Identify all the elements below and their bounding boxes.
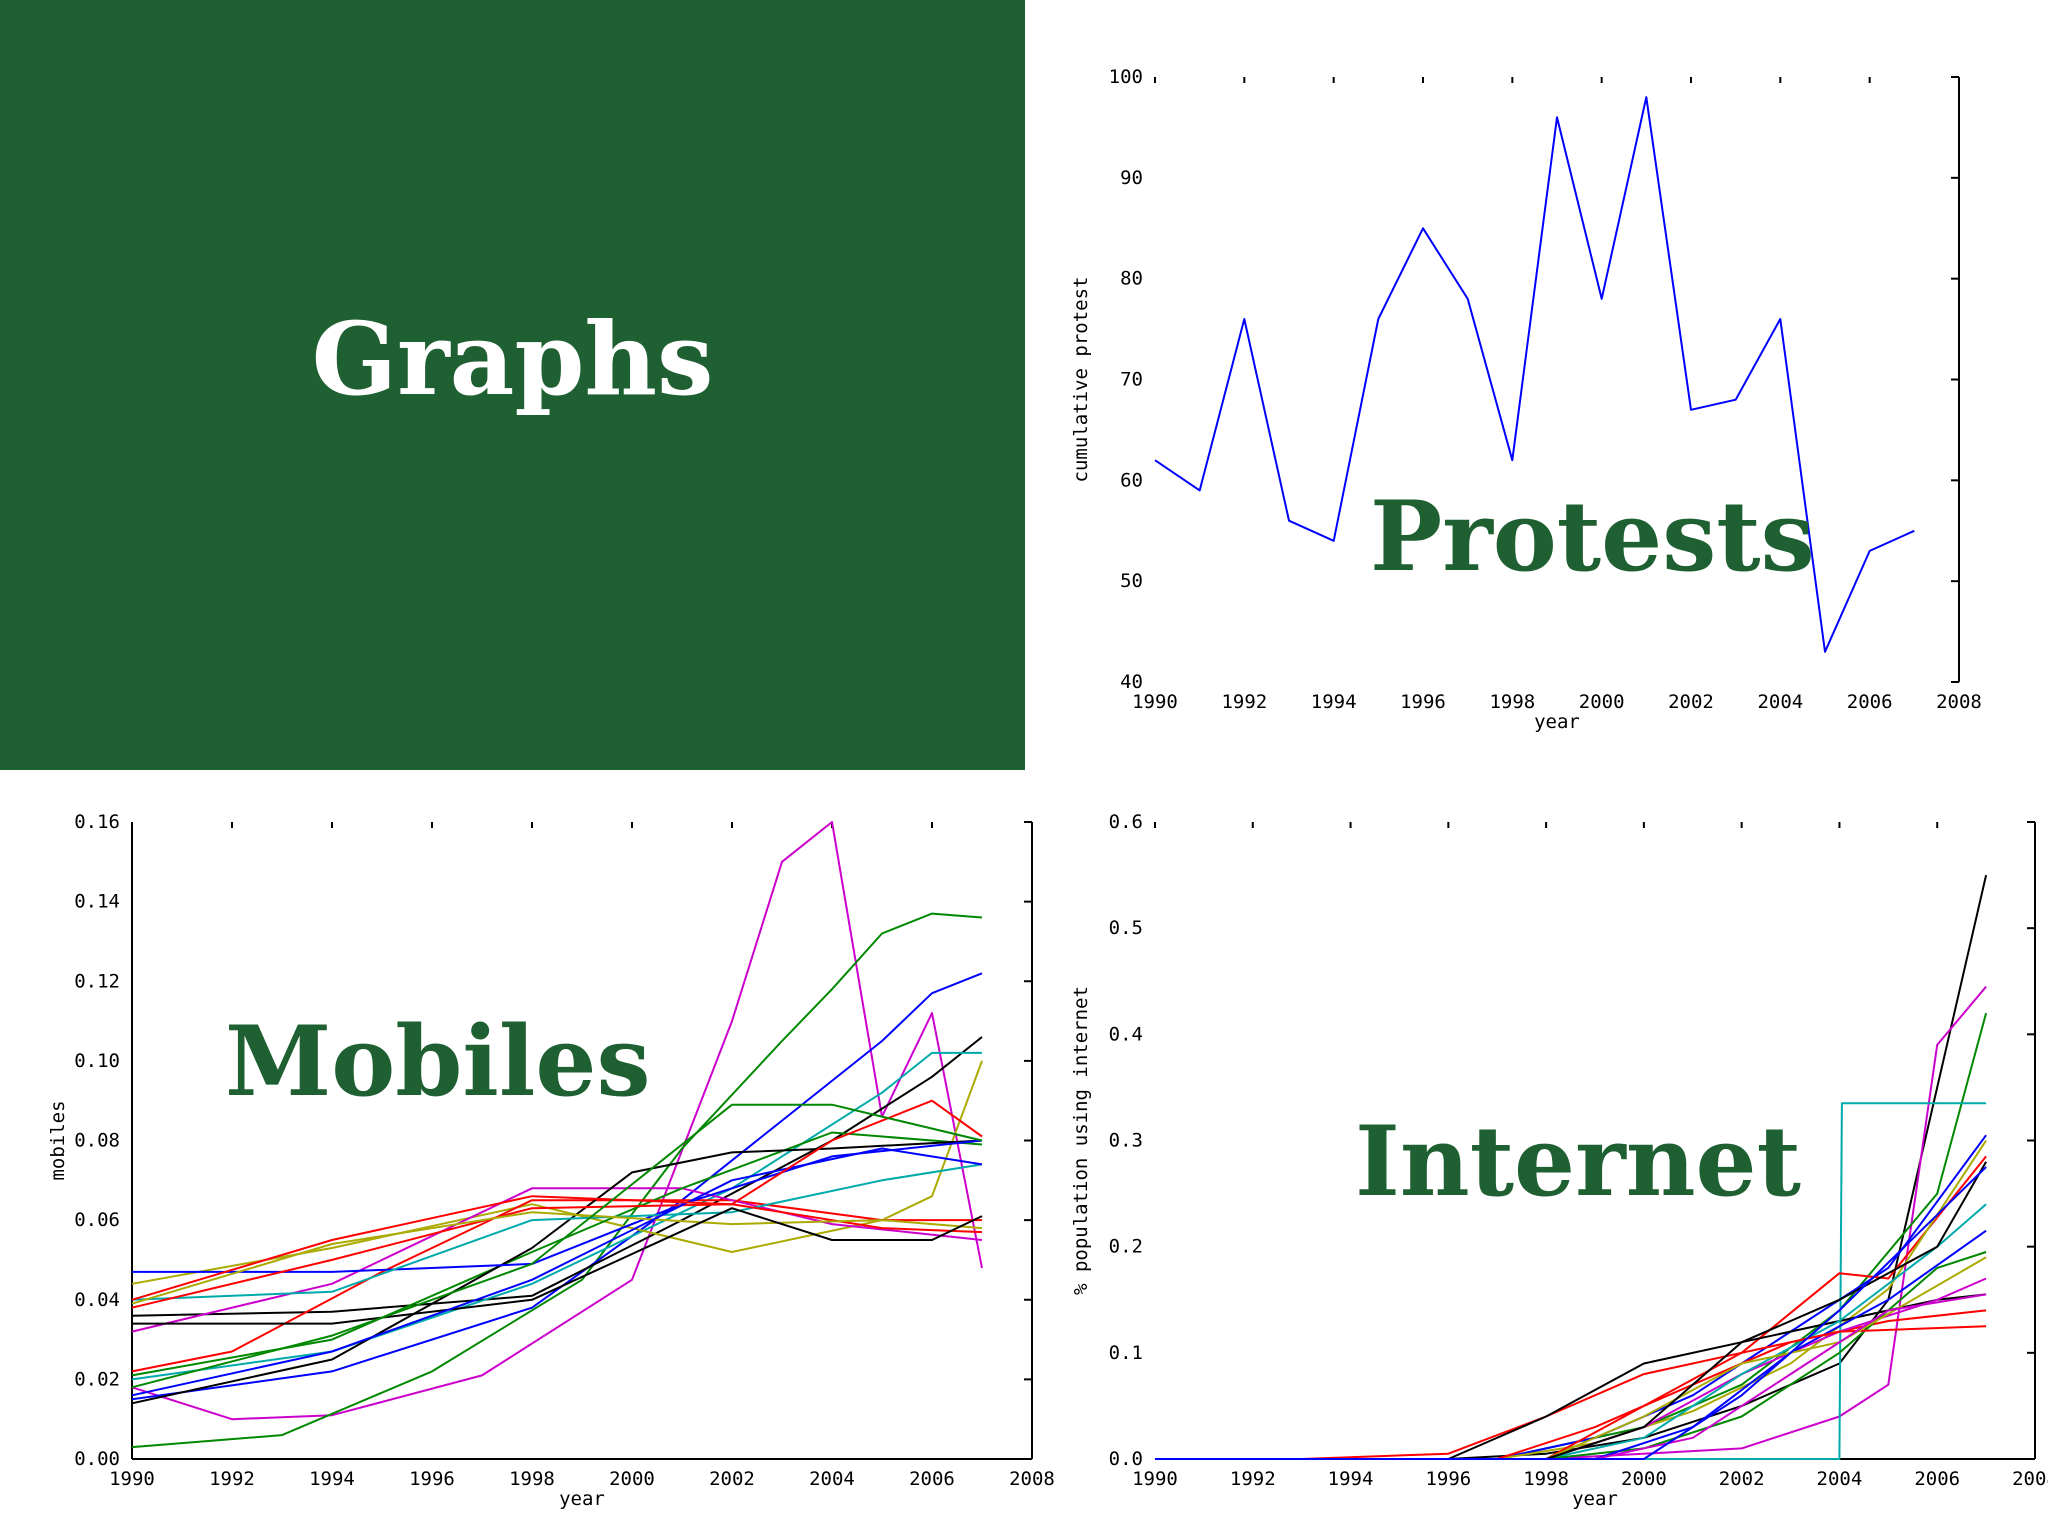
x-tick-label: 2004 <box>809 1468 855 1490</box>
mobiles-overlay-label: Mobiles <box>225 1005 651 1118</box>
y-tick-label: 0.4 <box>1109 1023 1143 1045</box>
mobiles-chart: 1990 1992 1994 1996 1998 2000 2002 2004 2006 2008… <box>47 811 1055 1510</box>
series-line-9 <box>1155 1277 1987 1460</box>
x-tick-label: 2004 <box>1817 1468 1863 1490</box>
y-tick-label: 50 <box>1120 570 1143 592</box>
y-tick-label: 0.04 <box>74 1289 120 1311</box>
internet-chart: 1990 1992 1994 1996 1998 2000 2002 2004 2006 2008… <box>1070 811 2048 1510</box>
x-tick-label: 2008 <box>2012 1468 2048 1490</box>
x-tick-label: 1994 <box>1328 1468 1374 1490</box>
x-axis-label: year <box>559 1488 605 1510</box>
x-tick-label: 2006 <box>909 1468 955 1490</box>
series-line-12 <box>131 1203 983 1309</box>
x-tick-label: 1998 <box>1489 691 1535 713</box>
x-tick-label: 1992 <box>209 1468 255 1490</box>
x-tick-label: 1990 <box>1132 691 1178 713</box>
x-tick-label: 1990 <box>109 1468 155 1490</box>
x-tick-label: 2006 <box>1847 691 1893 713</box>
y-tick-label: 0.14 <box>74 891 120 913</box>
y-tick-label: 90 <box>1120 167 1143 189</box>
x-tick-label: 2008 <box>1009 1468 1055 1490</box>
y-tick-label: 0.1 <box>1109 1342 1143 1364</box>
y-tick-label: 70 <box>1120 369 1143 391</box>
series-line-1 <box>131 912 983 1449</box>
y-tick-label: 0.16 <box>74 811 120 833</box>
series-line-13 <box>131 1211 983 1305</box>
protests-overlay-label: Protests <box>1370 480 1815 593</box>
x-tick-label: 2000 <box>609 1468 655 1490</box>
x-tick-label: 2002 <box>1719 1468 1765 1490</box>
y-axis-label: mobiles <box>47 1100 69 1180</box>
x-tick-label: 2008 <box>1936 691 1982 713</box>
x-tick-label: 2002 <box>709 1468 755 1490</box>
internet-overlay-label: Internet <box>1355 1105 1801 1218</box>
x-tick-label: 2004 <box>1757 691 1803 713</box>
series-line-13 <box>1155 1325 1987 1460</box>
y-tick-label: 60 <box>1120 469 1143 491</box>
series-line-14 <box>132 1207 983 1325</box>
series-line-10 <box>132 1139 983 1273</box>
series-line-5 <box>1155 1155 1987 1460</box>
series-line-17 <box>131 1103 983 1389</box>
y-axis-label: cumulative protest <box>1070 277 1092 483</box>
title-panel: Graphs <box>0 0 1025 770</box>
y-axis-label: % population using internet <box>1070 986 1092 1295</box>
protests-chart: 1990 1992 1994 1996 1998 2000 2002 2004 2006 2008… <box>1070 66 1982 733</box>
x-tick-label: 2002 <box>1668 691 1714 713</box>
x-tick-label: 1996 <box>1400 691 1446 713</box>
y-tick-label: 0.02 <box>74 1368 120 1390</box>
slide-title: Graphs <box>311 300 714 418</box>
series-line-8 <box>131 1131 983 1377</box>
series-line-1 <box>1155 985 1987 1460</box>
y-tick-label: 40 <box>1120 671 1143 693</box>
y-tick-label: 0.08 <box>74 1130 120 1152</box>
series-line-3 <box>131 1036 983 1317</box>
series-line-17 <box>1155 1166 1987 1460</box>
series-line-2 <box>1155 1012 1988 1460</box>
series-line-0 <box>1154 96 1915 653</box>
y-tick-label: 80 <box>1120 268 1143 290</box>
x-tick-label: 1990 <box>1132 1468 1178 1490</box>
x-tick-label: 1996 <box>1425 1468 1471 1490</box>
y-tick-label: 100 <box>1109 66 1143 88</box>
x-tick-label: 2006 <box>1914 1468 1960 1490</box>
series-line-9 <box>131 1139 983 1405</box>
series-line-7 <box>1155 1293 1987 1460</box>
y-tick-label: 0.0 <box>1109 1448 1143 1470</box>
series-line-2 <box>131 972 983 1401</box>
x-tick-label: 1996 <box>409 1468 455 1490</box>
x-tick-label: 1994 <box>309 1468 355 1490</box>
x-tick-label: 1998 <box>509 1468 555 1490</box>
series-line-0 <box>131 821 983 1421</box>
series-line-16 <box>131 1099 983 1301</box>
series-line-11 <box>131 1163 983 1301</box>
x-axis-label: year <box>1572 1488 1618 1510</box>
y-tick-label: 0.5 <box>1109 917 1143 939</box>
x-tick-label: 1994 <box>1311 691 1357 713</box>
x-tick-label: 1992 <box>1230 1468 1276 1490</box>
x-tick-label: 1998 <box>1523 1468 1569 1490</box>
y-tick-label: 0.6 <box>1109 811 1143 833</box>
x-tick-label: 1992 <box>1221 691 1267 713</box>
y-tick-label: 0.06 <box>74 1209 120 1231</box>
series-line-15 <box>131 1147 983 1397</box>
y-tick-label: 0.3 <box>1109 1130 1143 1152</box>
x-tick-label: 2000 <box>1579 691 1625 713</box>
x-axis-label: year <box>1534 711 1580 733</box>
y-tick-label: 0.00 <box>74 1448 120 1470</box>
y-tick-label: 0.12 <box>74 970 120 992</box>
y-tick-label: 0.2 <box>1109 1236 1143 1258</box>
series-line-5 <box>131 1060 983 1285</box>
series-line-7 <box>131 1187 983 1333</box>
series-line-12 <box>1155 1229 1987 1460</box>
x-tick-label: 2000 <box>1621 1468 1667 1490</box>
y-tick-label: 0.10 <box>74 1050 120 1072</box>
